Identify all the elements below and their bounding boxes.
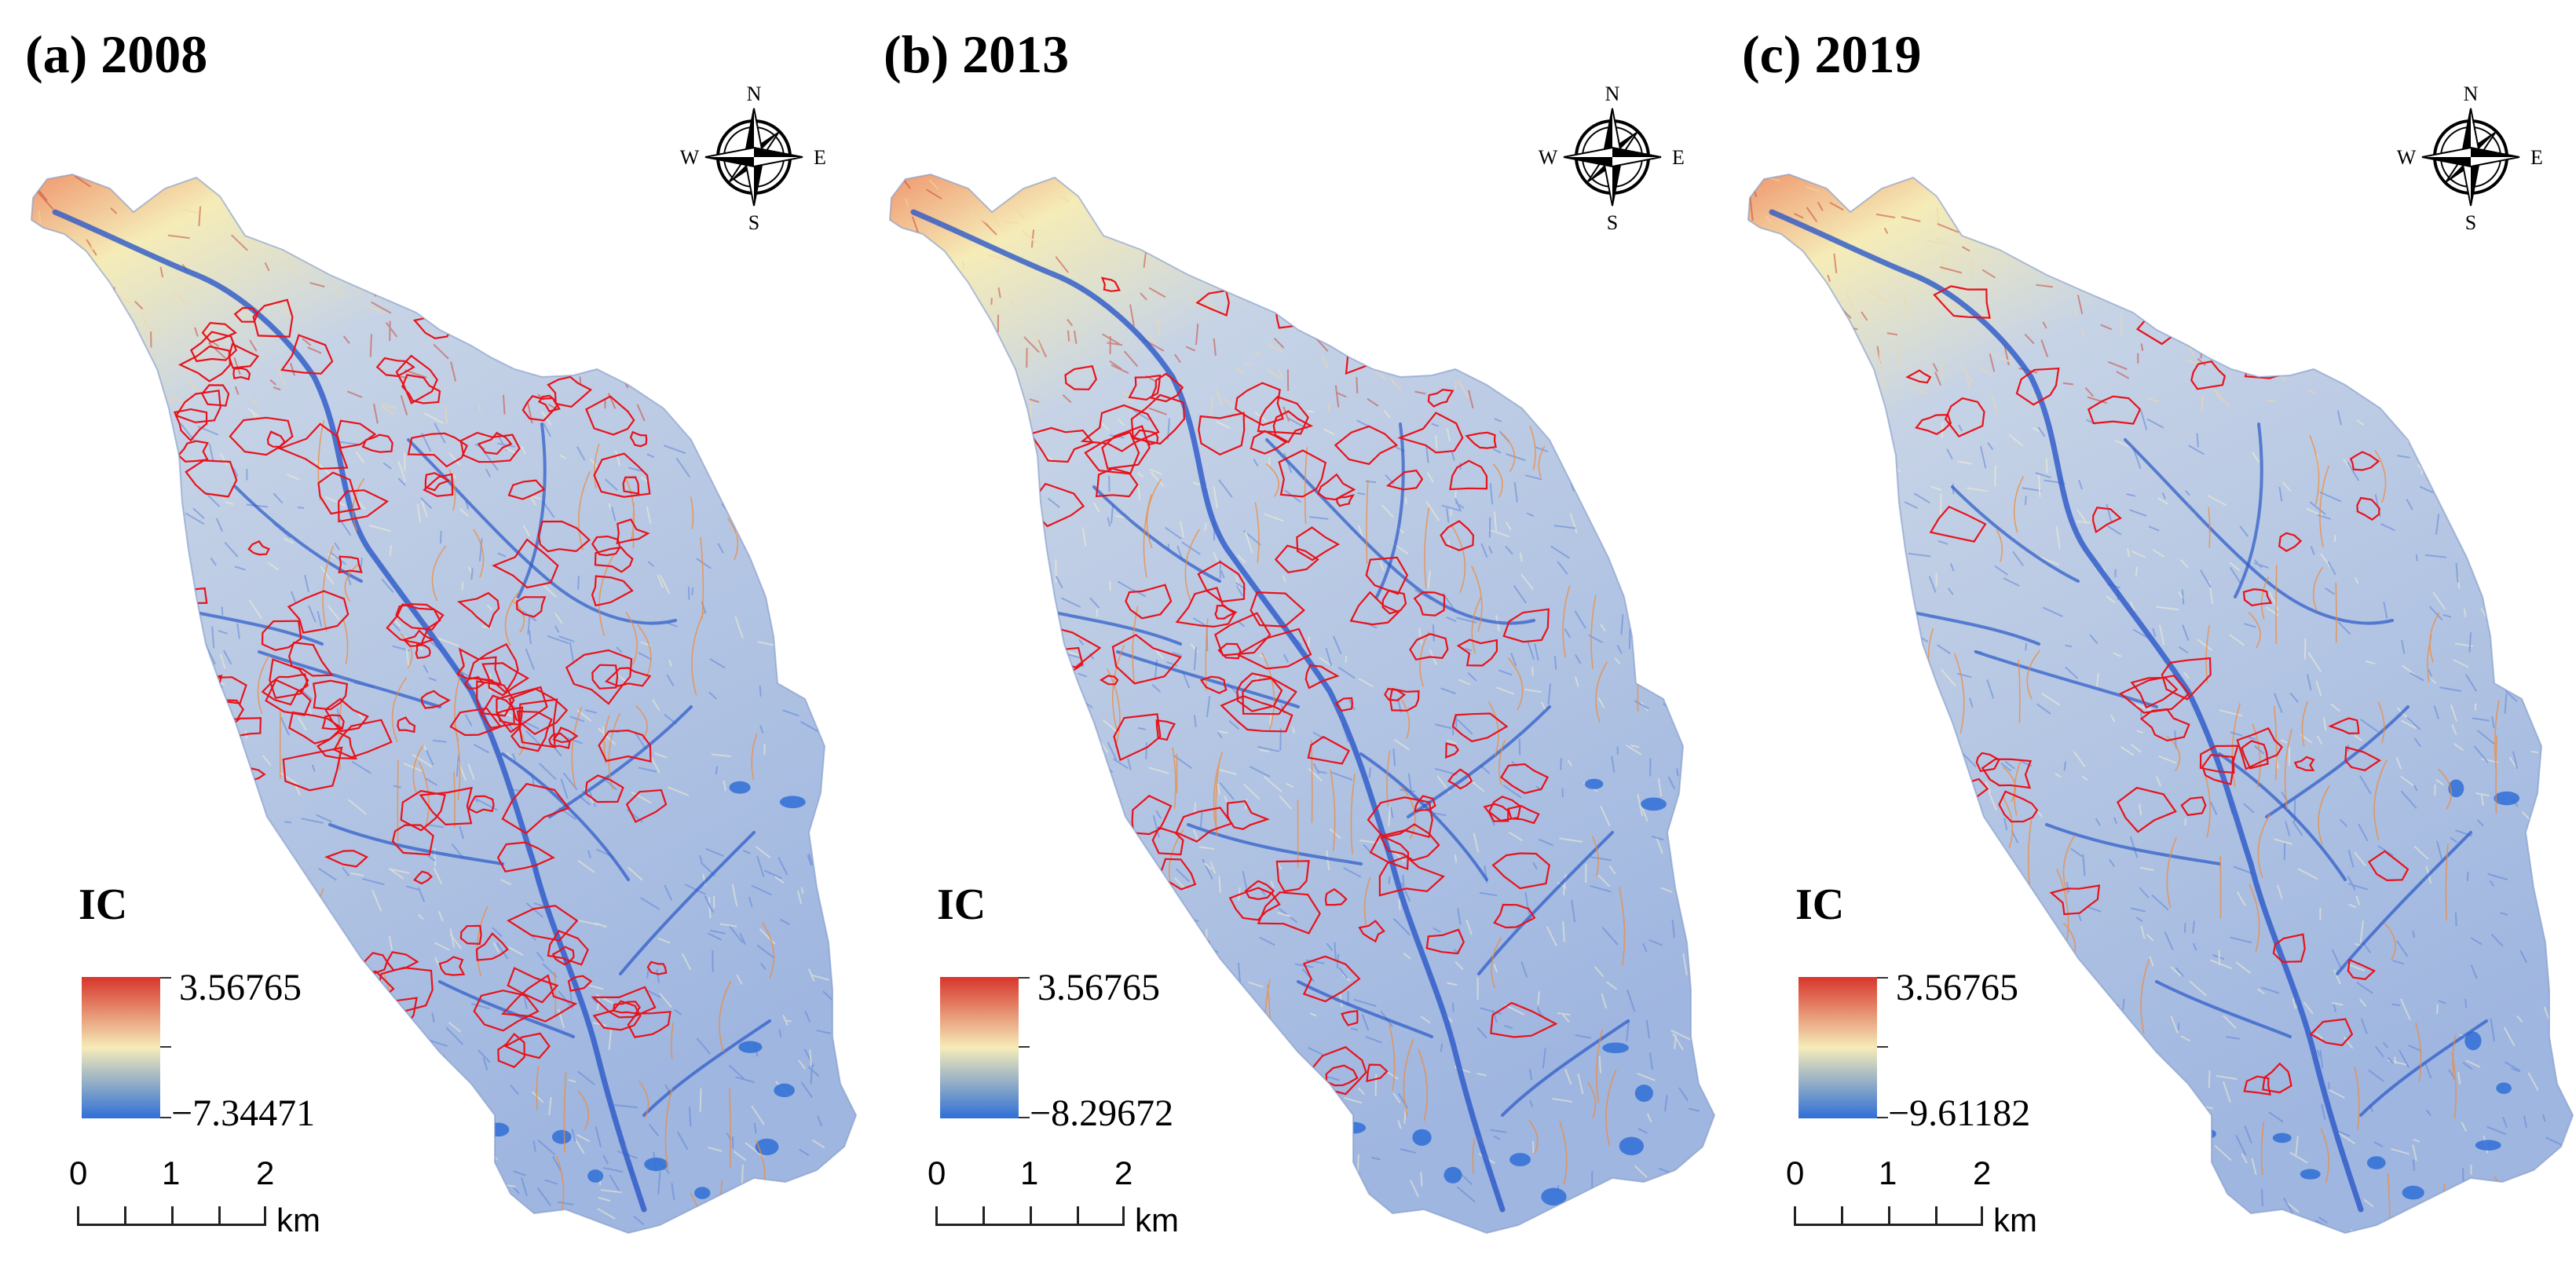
legend-min-value: −9.61182 <box>1888 1092 2031 1134</box>
scale-tick <box>1935 1206 1937 1226</box>
scale-tick-label-0: 0 <box>69 1154 88 1191</box>
scale-tick-label-0: 0 <box>928 1154 946 1191</box>
scale-bar: 0 1 2 km <box>1780 1154 2078 1241</box>
svg-text:W: W <box>1539 146 1558 169</box>
svg-text:N: N <box>2464 85 2479 105</box>
scale-tick-label-0: 0 <box>1786 1154 1805 1191</box>
ic-map <box>1747 173 2574 1235</box>
scale-tick-label-2: 2 <box>1114 1154 1133 1191</box>
legend-title: IC <box>937 880 986 929</box>
legend-tick-mid <box>1877 1046 1888 1048</box>
svg-text:S: S <box>2465 211 2476 234</box>
legend-min-value: −8.29672 <box>1030 1092 1174 1134</box>
svg-text:E: E <box>1672 146 1685 169</box>
ic-legend: IC 3.56765 −7.34471 <box>79 880 408 1139</box>
scale-tick <box>1077 1206 1079 1226</box>
svg-text:S: S <box>1607 211 1618 234</box>
scale-tick-label-2: 2 <box>1973 1154 1992 1191</box>
legend-tick-min <box>160 1117 171 1118</box>
legend-max-value: 3.56765 <box>1037 967 1160 1008</box>
svg-text:E: E <box>2530 146 2543 169</box>
legend-color-ramp <box>940 977 1019 1118</box>
svg-text:W: W <box>2397 146 2417 169</box>
scale-tick <box>218 1206 221 1226</box>
legend-min-value: −7.34471 <box>171 1092 316 1134</box>
scale-tick <box>1030 1206 1032 1226</box>
svg-text:N: N <box>747 85 762 105</box>
compass-rose-icon: N S W E <box>680 85 826 234</box>
legend-tick-mid <box>1019 1046 1030 1048</box>
legend-tick-max <box>1877 977 1888 979</box>
legend-tick-min <box>1877 1117 1888 1118</box>
map-panel-c: (c) 2019 N S W E IC 3.56765 −9.61182 0 1 2 … <box>1717 0 2575 1266</box>
ic-map <box>30 173 858 1235</box>
scale-unit: km <box>1135 1202 1179 1239</box>
legend-color-ramp <box>82 977 160 1118</box>
svg-text:N: N <box>1605 85 1620 105</box>
svg-text:S: S <box>748 211 759 234</box>
panel-title: (a) 2008 <box>25 24 208 84</box>
scale-tick <box>1794 1206 1796 1226</box>
legend-tick-min <box>1019 1117 1030 1118</box>
scale-tick <box>124 1206 126 1226</box>
scale-tick <box>264 1206 266 1226</box>
ic-legend: IC 3.56765 −8.29672 <box>937 880 1267 1139</box>
scale-tick <box>1841 1206 1843 1226</box>
scale-unit: km <box>276 1202 320 1239</box>
scale-tick-label-1: 1 <box>162 1154 181 1191</box>
ic-legend: IC 3.56765 −9.61182 <box>1795 880 2125 1139</box>
scale-tick-label-2: 2 <box>256 1154 275 1191</box>
legend-tick-max <box>1019 977 1030 979</box>
scale-tick <box>1122 1206 1125 1226</box>
legend-max-value: 3.56765 <box>1896 967 2018 1008</box>
legend-title: IC <box>79 880 128 929</box>
legend-max-value: 3.56765 <box>179 967 302 1008</box>
legend-tick-mid <box>160 1046 171 1048</box>
map-panel-a: (a) 2008 N S W E IC 3.56765 −7.34471 0 1 2 … <box>0 0 858 1266</box>
scale-unit: km <box>1993 1202 2037 1239</box>
scale-tick-label-1: 1 <box>1020 1154 1039 1191</box>
scale-tick <box>77 1206 79 1226</box>
panel-title: (b) 2013 <box>884 24 1070 84</box>
panel-title: (c) 2019 <box>1742 24 1922 84</box>
compass-rose-icon: N S W E <box>2397 85 2543 234</box>
scale-tick <box>1981 1206 1983 1226</box>
scale-tick <box>171 1206 174 1226</box>
legend-title: IC <box>1795 880 1845 929</box>
compass-rose-icon: N S W E <box>1539 85 1685 234</box>
scale-tick <box>935 1206 938 1226</box>
ic-map <box>888 173 1716 1235</box>
scale-tick <box>982 1206 985 1226</box>
scale-bar: 0 1 2 km <box>921 1154 1220 1241</box>
legend-tick-max <box>160 977 171 979</box>
legend-color-ramp <box>1798 977 1877 1118</box>
map-panel-b: (b) 2013 N S W E IC 3.56765 −8.29672 0 1 2 … <box>858 0 1717 1266</box>
scale-tick <box>1888 1206 1890 1226</box>
svg-text:E: E <box>814 146 826 169</box>
svg-text:W: W <box>680 146 700 169</box>
scale-bar: 0 1 2 km <box>63 1154 361 1241</box>
scale-tick-label-1: 1 <box>1879 1154 1897 1191</box>
